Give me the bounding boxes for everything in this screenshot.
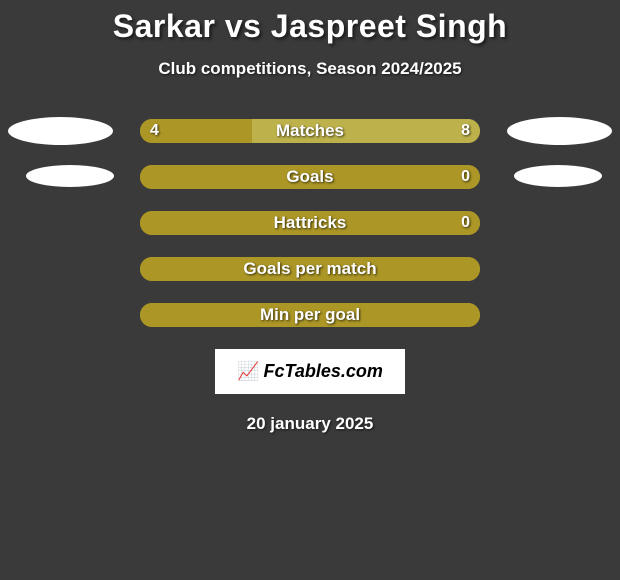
player-marker-left (26, 165, 114, 187)
stat-label: Min per goal (140, 303, 480, 327)
stat-row: Goals per match (0, 257, 620, 281)
stat-label: Matches (140, 119, 480, 143)
stat-row: 0Goals (0, 165, 620, 189)
footer-date: 20 january 2025 (0, 414, 620, 434)
brand-badge: 📈FcTables.com (215, 349, 405, 394)
player-marker-right (507, 117, 612, 145)
stat-label: Hattricks (140, 211, 480, 235)
player-marker-right (514, 165, 602, 187)
chart-icon: 📈 (237, 361, 259, 381)
page-title: Sarkar vs Jaspreet Singh (0, 8, 620, 45)
brand-text: FcTables.com (264, 361, 383, 381)
stat-row: 48Matches (0, 119, 620, 143)
stat-row: 0Hattricks (0, 211, 620, 235)
stat-rows: 48Matches 0Goals 0Hattricks Goals per match… (0, 119, 620, 327)
comparison-infographic: Sarkar vs Jaspreet Singh Club competitio… (0, 0, 620, 434)
subtitle: Club competitions, Season 2024/2025 (0, 59, 620, 79)
footer: 📈FcTables.com 20 january 2025 (0, 349, 620, 434)
stat-label: Goals (140, 165, 480, 189)
player-marker-left (8, 117, 113, 145)
stat-label: Goals per match (140, 257, 480, 281)
stat-row: Min per goal (0, 303, 620, 327)
